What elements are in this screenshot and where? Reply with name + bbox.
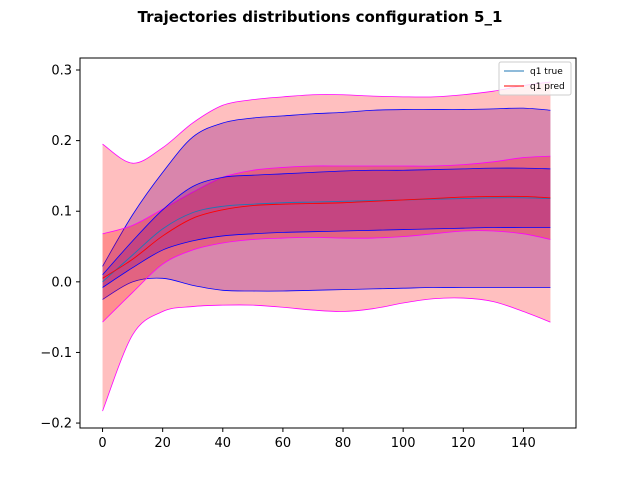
band-pred-outer xyxy=(102,82,551,412)
legend: q1 true q1 pred xyxy=(498,61,572,96)
x-tick-label: 60 xyxy=(275,436,292,451)
legend-label-q1-true: q1 true xyxy=(530,67,563,77)
y-tick-label: 0.1 xyxy=(51,205,72,220)
x-tick-label: 140 xyxy=(511,436,536,451)
series-line-q1-true xyxy=(102,197,551,283)
series-line-q1-pred xyxy=(102,195,551,279)
band-pred-outer-upper-edge xyxy=(102,81,551,164)
band-true-outer xyxy=(102,108,551,300)
y-axis: −0.2 −0.1 0.0 0.1 0.2 0.3 xyxy=(40,64,80,432)
y-tick-label: −0.2 xyxy=(40,417,72,432)
band-pred-inner-lower-edge xyxy=(102,230,551,323)
chart-title: Trajectories distributions configuration… xyxy=(138,8,503,26)
x-axis: 0 20 40 60 80 100 120 140 xyxy=(98,428,536,451)
x-tick-label: 0 xyxy=(98,436,106,451)
legend-box xyxy=(498,61,572,96)
x-tick-label: 20 xyxy=(154,436,171,451)
band-pred-inner-upper-edge xyxy=(102,155,551,235)
band-true-inner-lower-edge xyxy=(102,227,551,288)
y-tick-label: 0.0 xyxy=(51,275,72,290)
band-pred-outer-lower-edge xyxy=(102,297,551,412)
y-tick-label: 0.3 xyxy=(51,64,72,79)
x-tick-label: 120 xyxy=(451,436,476,451)
y-tick-label: 0.2 xyxy=(51,134,72,149)
plot-area: 0 20 40 60 80 100 120 140 −0.2 −0.1 0.0 0.1 0.2 0.3 xyxy=(40,57,577,451)
series-lines xyxy=(102,195,551,283)
band-pred-inner xyxy=(102,156,551,323)
band-true-outer-upper-edge xyxy=(102,107,551,267)
x-tick-label: 100 xyxy=(391,436,416,451)
x-tick-label: 80 xyxy=(335,436,352,451)
legend-label-q1-pred: q1 pred xyxy=(530,82,565,92)
band-true-inner-upper-edge xyxy=(102,167,551,276)
band-true-outer-lower-edge xyxy=(102,277,551,300)
x-tick-label: 40 xyxy=(215,436,232,451)
axes-frame xyxy=(79,57,577,429)
y-tick-label: −0.1 xyxy=(40,346,72,361)
